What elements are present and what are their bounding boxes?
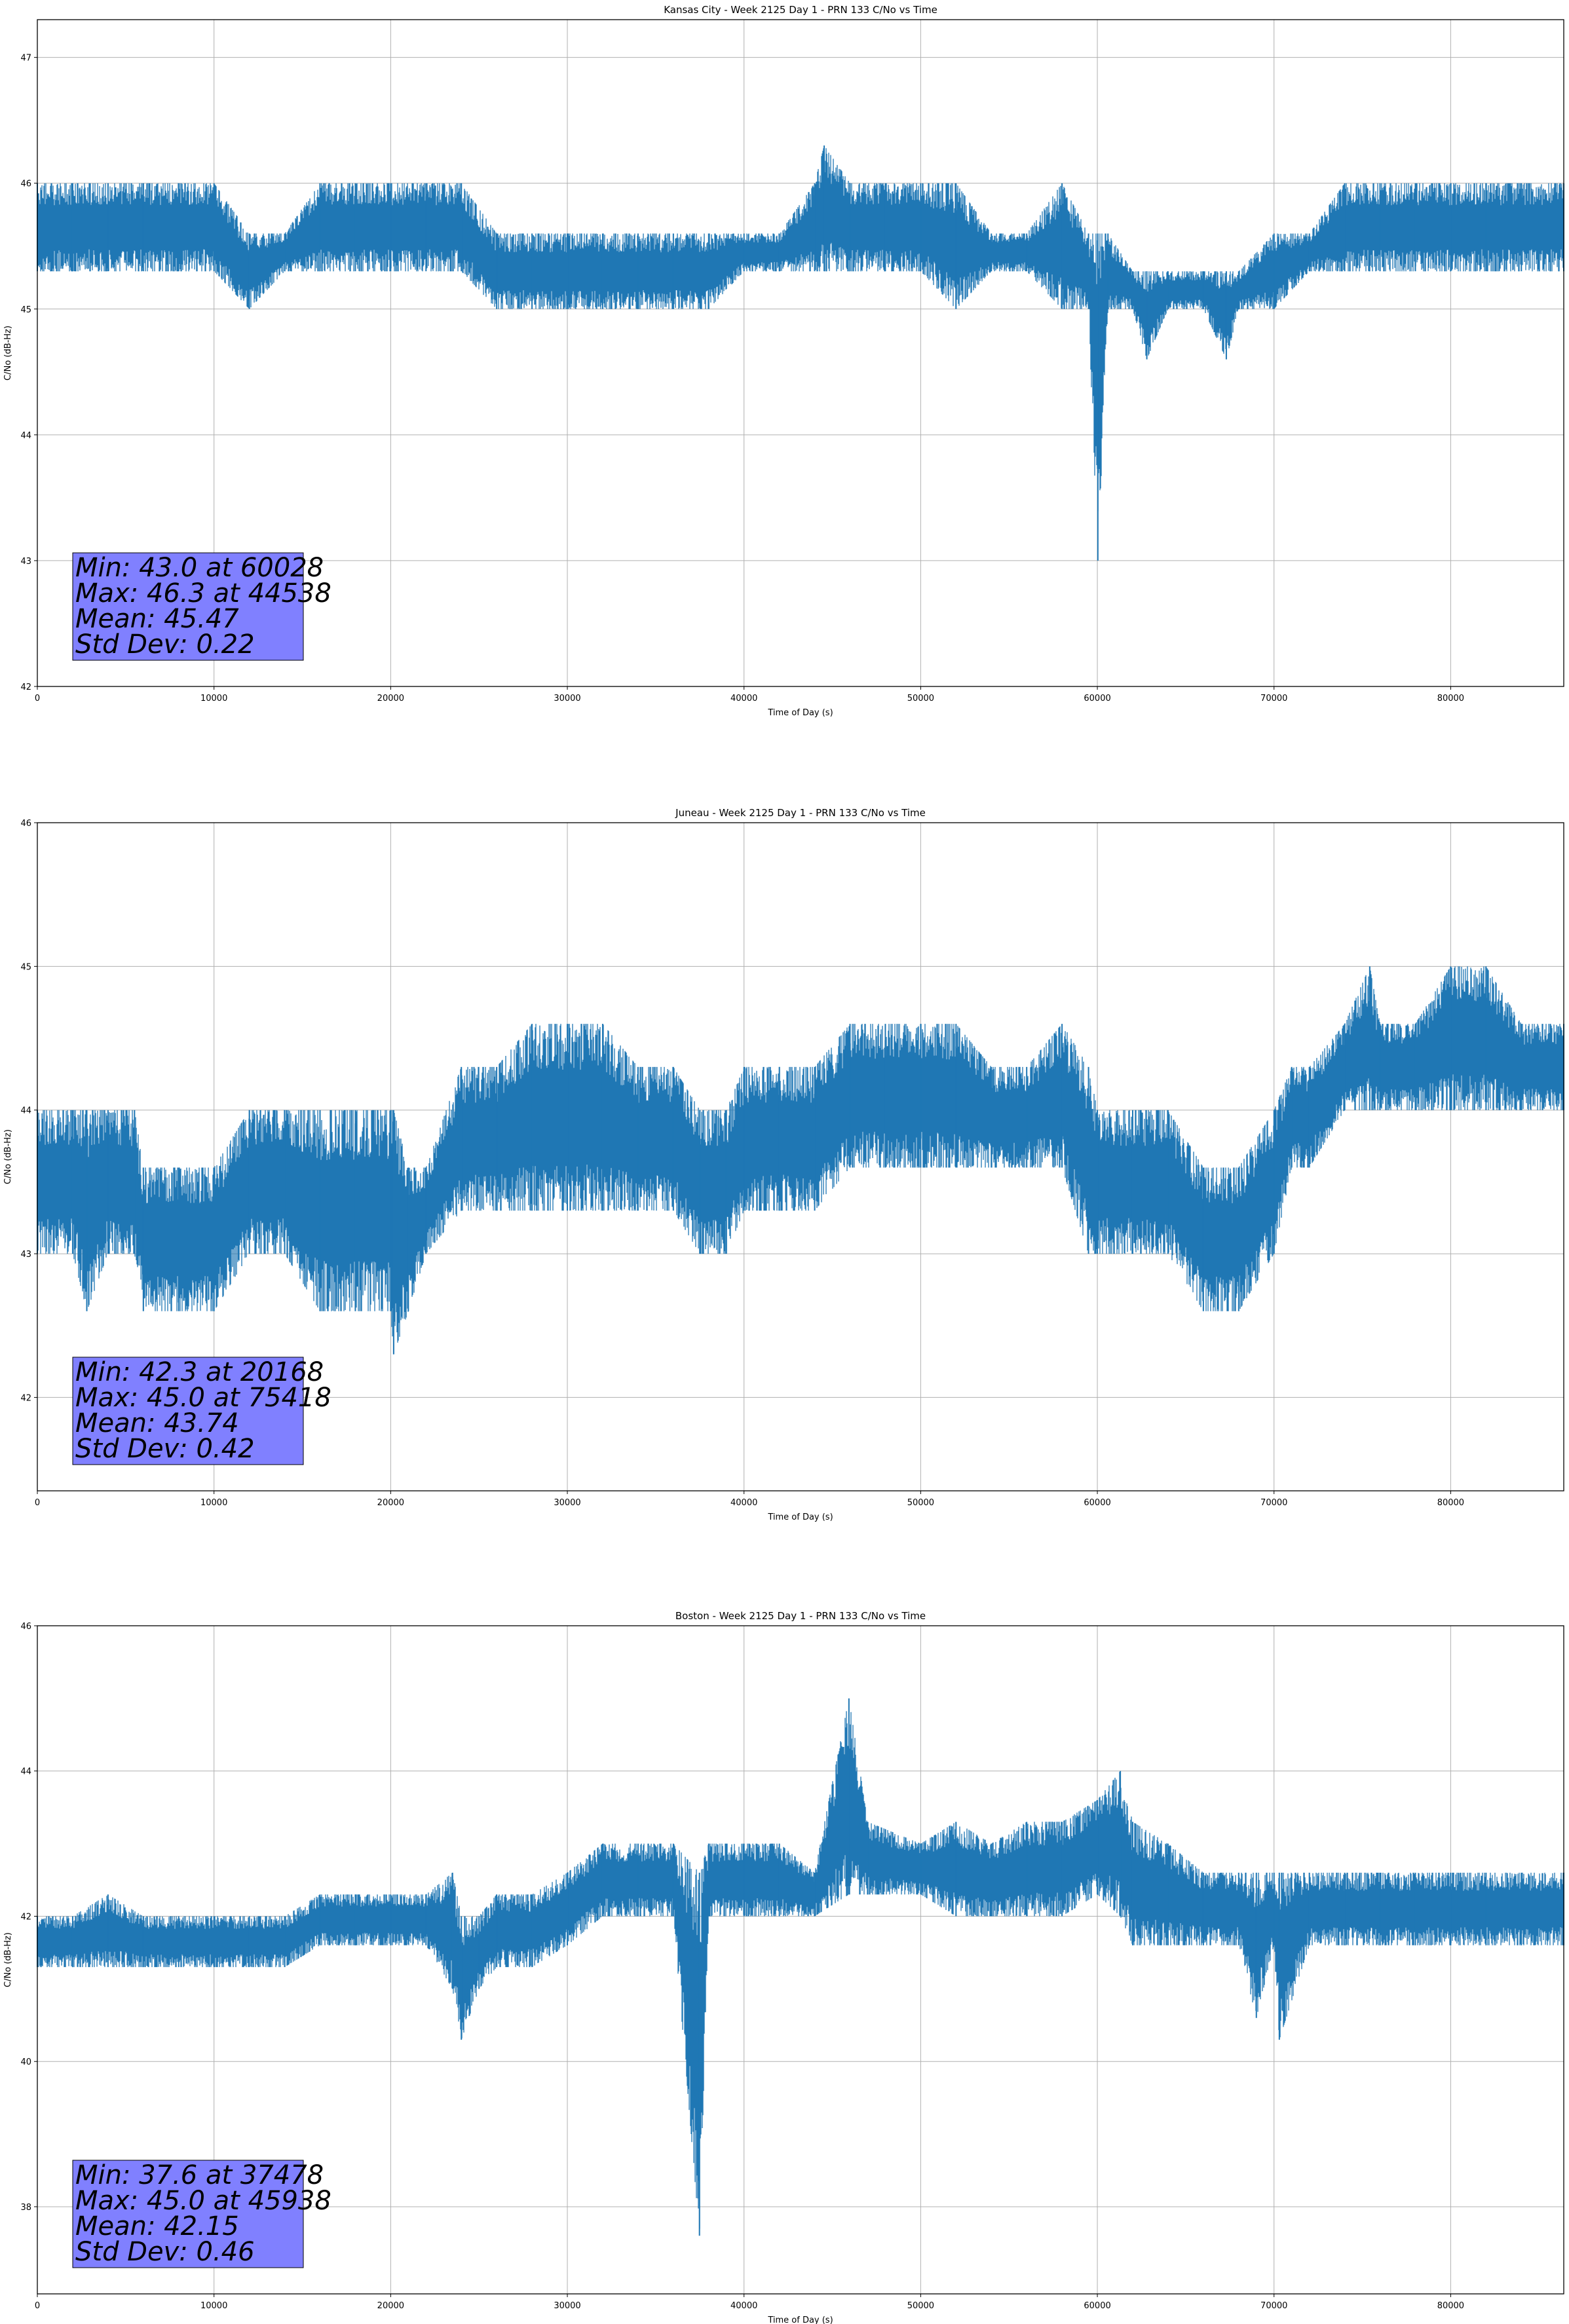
stat-min: Min: 43.0 at 60028	[75, 553, 324, 583]
tick-labels: 0 10000 20000 30000 40000 50000 60000 70000 8000…	[20, 819, 1464, 1508]
stat-max: Max: 46.3 at 44538	[75, 578, 331, 609]
cno-trace	[37, 1711, 1564, 2229]
cno-trace	[37, 148, 1564, 512]
stat-min: Min: 37.6 at 37478	[75, 2160, 324, 2190]
y-tick-label: 45	[20, 305, 31, 315]
x-tick-label: 20000	[377, 694, 404, 703]
x-tick-label: 20000	[377, 2301, 404, 2311]
x-tick-label: 60000	[1084, 1498, 1110, 1508]
chart-title: Juneau - Week 2125 Day 1 - PRN 133 C/No …	[675, 807, 926, 819]
x-tick-label: 70000	[1260, 2301, 1287, 2311]
x-tick-label: 10000	[200, 2301, 227, 2311]
y-tick-label: 40	[20, 2057, 31, 2067]
plot-frame	[37, 822, 1564, 1491]
tick-labels: 0 10000 20000 30000 40000 50000 60000 70000 8000…	[20, 54, 1464, 703]
stat-max: Max: 45.0 at 75418	[75, 1383, 331, 1413]
x-tick-label: 50000	[907, 2301, 934, 2311]
stat-mean: Mean: 42.15	[75, 2211, 239, 2241]
y-tick-label: 42	[20, 1912, 31, 1922]
x-axis-label: Time of Day (s)	[767, 2315, 833, 2324]
y-tick-label: 46	[20, 179, 31, 189]
plot-frame	[37, 19, 1564, 687]
y-tick-label: 42	[20, 1393, 31, 1403]
x-tick-label: 40000	[730, 1498, 757, 1508]
y-axis-label: C/No (dB-Hz)	[3, 1129, 13, 1184]
stat-max: Max: 45.0 at 45938	[75, 2186, 331, 2216]
x-tick-label: 10000	[200, 1498, 227, 1508]
x-axis-label: Time of Day (s)	[767, 708, 833, 718]
chart-panel-boston: Boston - Week 2125 Day 1 - PRN 133 C/No …	[3, 1610, 1564, 2324]
cno-series	[37, 145, 1564, 561]
y-axis-label: C/No (dB-Hz)	[3, 326, 13, 381]
cno-series	[37, 966, 1564, 1355]
x-tick-label: 80000	[1437, 2301, 1464, 2311]
stat-std-dev: Std Dev: 0.42	[75, 1434, 255, 1464]
stats-box-background	[72, 552, 304, 661]
y-tick-label: 46	[20, 1622, 31, 1632]
chart-panel-juneau: Juneau - Week 2125 Day 1 - PRN 133 C/No …	[3, 807, 1564, 1522]
x-tick-label: 80000	[1437, 694, 1464, 703]
y-tick-label: 45	[20, 962, 31, 972]
x-tick-label: 60000	[1084, 2301, 1110, 2311]
x-tick-label: 50000	[907, 1498, 934, 1508]
x-tick-label: 20000	[377, 1498, 404, 1508]
y-tick-label: 46	[20, 819, 31, 829]
x-axis-label: Time of Day (s)	[767, 1512, 833, 1522]
x-tick-label: 70000	[1260, 694, 1287, 703]
x-tick-label: 60000	[1084, 694, 1110, 703]
stats-box: Min: 42.3 at 20168 Max: 45.0 at 75418 Me…	[72, 1357, 331, 1465]
y-tick-label: 43	[20, 557, 31, 567]
stats-box: Min: 43.0 at 60028 Max: 46.3 at 44538 Me…	[72, 552, 331, 661]
y-axis-label: C/No (dB-Hz)	[3, 1932, 13, 1987]
x-tick-label: 40000	[730, 694, 757, 703]
stats-box: Min: 37.6 at 37478 Max: 45.0 at 45938 Me…	[72, 2160, 331, 2268]
chart-title: Boston - Week 2125 Day 1 - PRN 133 C/No …	[675, 1610, 926, 1622]
y-tick-label: 47	[20, 54, 31, 64]
tick-labels: 0 10000 20000 30000 40000 50000 60000 70000 8000…	[20, 1622, 1464, 2311]
x-tick-label: 40000	[730, 2301, 757, 2311]
stat-mean: Mean: 45.47	[75, 604, 239, 634]
gridlines	[37, 20, 1564, 687]
chart-title: Kansas City - Week 2125 Day 1 - PRN 133 …	[664, 4, 937, 16]
y-tick-label: 38	[20, 2203, 31, 2213]
chart-panel-kansas-city: Kansas City - Week 2125 Day 1 - PRN 133 …	[3, 4, 1564, 718]
y-tick-label: 44	[20, 1106, 31, 1116]
y-tick-label: 43	[20, 1250, 31, 1260]
x-tick-label: 30000	[554, 1498, 580, 1508]
x-tick-label: 30000	[554, 2301, 580, 2311]
stat-min: Min: 42.3 at 20168	[75, 1357, 324, 1387]
y-tick-label: 44	[20, 1767, 31, 1777]
x-tick-label: 10000	[200, 694, 227, 703]
cno-series	[37, 1698, 1564, 2236]
stat-std-dev: Std Dev: 0.22	[75, 629, 255, 660]
stat-std-dev: Std Dev: 0.46	[75, 2237, 255, 2267]
x-tick-label: 0	[35, 2301, 40, 2311]
y-tick-label: 42	[20, 683, 31, 692]
y-tick-label: 44	[20, 431, 31, 441]
x-tick-label: 70000	[1260, 1498, 1287, 1508]
stat-mean: Mean: 43.74	[75, 1408, 239, 1438]
stats-box-background	[72, 1357, 304, 1465]
cno-trace	[37, 966, 1564, 1355]
plot-frame	[37, 1625, 1564, 2295]
stats-box-background	[72, 2160, 304, 2268]
x-tick-label: 30000	[554, 694, 580, 703]
x-tick-label: 80000	[1437, 1498, 1464, 1508]
x-tick-label: 0	[35, 1498, 40, 1508]
x-tick-label: 0	[35, 694, 40, 703]
x-tick-label: 50000	[907, 694, 934, 703]
